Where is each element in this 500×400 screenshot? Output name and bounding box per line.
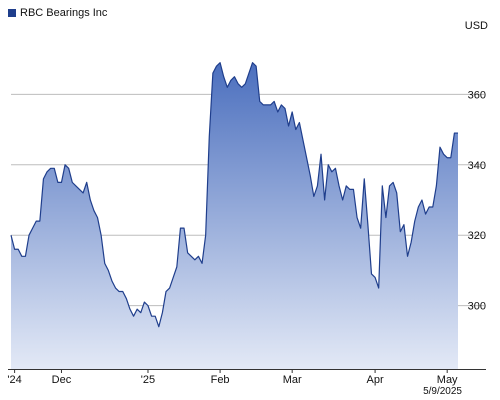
currency-label: USD (464, 20, 488, 32)
legend-swatch (8, 9, 16, 17)
x-tick-label: May (437, 374, 458, 386)
legend-label: RBC Bearings Inc (20, 7, 108, 19)
x-tick-label: Apr (367, 374, 384, 386)
y-tick-label: 320 (468, 230, 486, 242)
date-label: 5/9/2025 (423, 386, 462, 397)
series-line (10, 62, 458, 328)
x-tick-label: '25 (141, 374, 155, 386)
y-tick-label: 340 (468, 160, 486, 172)
x-tick-label: Mar (283, 374, 302, 386)
y-tick-label: 360 (468, 89, 486, 101)
y-tick-label: 300 (468, 301, 486, 313)
legend: RBC Bearings Inc (8, 6, 107, 20)
x-tick-label: Feb (211, 374, 230, 386)
series-area (11, 62, 458, 370)
x-tick-label: '24 (7, 374, 21, 386)
x-tick-label: Dec (52, 374, 72, 386)
